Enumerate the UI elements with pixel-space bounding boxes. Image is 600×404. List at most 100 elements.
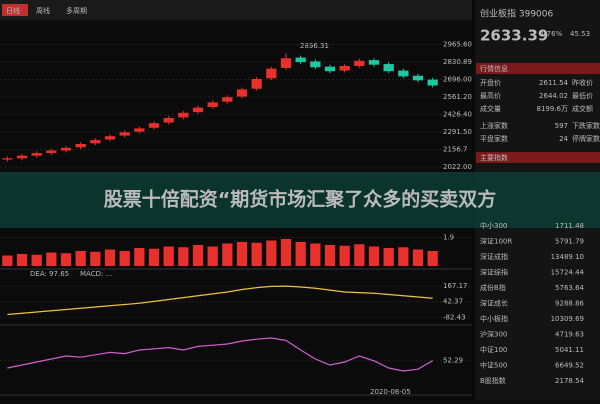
volume-bar: [119, 251, 130, 266]
candle-body: [339, 66, 350, 71]
row-label: 下跌家数: [572, 121, 600, 130]
candle-body: [46, 150, 57, 154]
volume-bar: [266, 240, 277, 266]
candle-body: [134, 128, 145, 132]
volume-bar: [31, 254, 42, 266]
candle-body: [104, 136, 116, 140]
volume-bar: [148, 248, 160, 266]
candle-body: [207, 102, 218, 107]
index-change-pct: 1.76%: [540, 30, 563, 38]
tab[interactable]: 多周期: [66, 6, 87, 15]
index-row-value: 2178.54: [555, 377, 584, 385]
index-name: 创业板指 399006: [480, 8, 553, 20]
candle-body: [31, 153, 42, 156]
y-tick-label: 2291.50: [443, 128, 472, 136]
volume-bar: [192, 245, 204, 266]
macd-legend: MACD: ...: [80, 270, 112, 278]
y-tick-label: 2022.00: [443, 163, 472, 171]
volume-bar: [207, 246, 218, 266]
candle-body: [236, 89, 248, 97]
index-row-name[interactable]: 中小板指: [480, 314, 508, 323]
candle-body: [398, 70, 409, 77]
index-row-value: 4719.63: [555, 331, 584, 339]
index-row-name[interactable]: 深证综指: [480, 268, 508, 277]
y-tick-label: 2561.20: [443, 93, 472, 101]
volume-bar: [236, 242, 248, 266]
volume-bar: [280, 239, 292, 266]
row-value: 24: [559, 135, 568, 143]
volume-bar: [383, 248, 394, 266]
index-row-name[interactable]: B股指数: [480, 376, 506, 385]
candle-body: [280, 58, 292, 68]
y-tick-label: 2965.60: [443, 40, 472, 48]
candle-body: [2, 158, 13, 160]
volume-bar: [324, 245, 336, 266]
volume-bar: [310, 243, 321, 266]
macd-legend: DEA: 97.65: [30, 270, 69, 278]
date-label: 2020-08-05: [370, 388, 411, 396]
candle-body: [251, 79, 262, 89]
index-row-name[interactable]: 深证成指: [480, 252, 508, 261]
section-bar: [476, 152, 600, 163]
volume-bar: [16, 254, 28, 266]
volume-bar: [398, 247, 409, 266]
index-row-value: 15724.44: [551, 269, 585, 277]
toolbar: [0, 0, 472, 20]
candle-body: [60, 147, 72, 151]
y-tick-label: 42.37: [443, 298, 463, 306]
index-row-value: 9288.86: [555, 300, 584, 308]
candle-body: [266, 68, 277, 79]
volume-bar: [60, 253, 72, 266]
overlay-band: [0, 172, 600, 228]
index-row-name[interactable]: 成份B指: [480, 283, 506, 292]
candle-body: [368, 60, 380, 65]
overlay-title: 股票十倍配资“期货市场汇聚了众多的买卖双方: [104, 188, 497, 211]
row-label: 平盘家数: [480, 134, 508, 143]
tab-active: [2, 4, 28, 16]
index-row-name[interactable]: 深证100R: [480, 237, 512, 246]
volume-bar: [104, 249, 116, 266]
volume-bar: [222, 243, 233, 266]
candle-body: [148, 123, 160, 128]
index-row-name[interactable]: 沪深300: [480, 330, 507, 339]
y-tick-label: 167.17: [443, 282, 468, 290]
row-label: 最高价: [480, 91, 501, 100]
row-label: 开盘价: [480, 78, 501, 87]
row-value: 2611.54: [539, 79, 568, 87]
volume-bar: [75, 251, 86, 266]
row-label: 最低价: [572, 91, 593, 100]
index-row-value: 5791.79: [555, 238, 584, 246]
candle-body: [163, 118, 174, 123]
row-label: 昨收价: [572, 78, 593, 87]
volume-bar: [46, 252, 57, 266]
y-tick-label: 2156.7: [443, 146, 468, 154]
indicator-line: [7, 285, 433, 316]
section-bar: [476, 63, 600, 74]
index-price: 2633.39: [480, 27, 548, 45]
volume-bar: [339, 245, 350, 266]
volume-bar: [412, 249, 424, 266]
index-row-name[interactable]: 中证500: [480, 361, 507, 370]
tab[interactable]: 日线: [6, 6, 20, 15]
row-value: 597: [555, 122, 568, 130]
tab[interactable]: 周线: [36, 6, 50, 15]
volume-bar: [90, 251, 101, 266]
index-row-name[interactable]: 深证成长: [480, 299, 508, 308]
candle-body: [75, 144, 86, 148]
index-row-name[interactable]: 中证100: [480, 345, 507, 354]
volume-bar: [295, 242, 306, 266]
volume-bar: [251, 242, 262, 266]
index-row-name[interactable]: 中小300: [480, 221, 507, 230]
candle-body: [354, 60, 365, 66]
y-tick-label: 2696.00: [443, 76, 472, 84]
section-title: 主要指数: [480, 153, 508, 162]
volume-bar: [2, 255, 13, 266]
index-row-value: 5041.11: [555, 346, 584, 354]
row-value: 8199.6万: [537, 105, 569, 113]
index-row-value: 5763.64: [555, 284, 584, 292]
y-tick-label: 2426.40: [443, 111, 472, 119]
candle-body: [192, 107, 204, 113]
index-row-value: 10309.69: [551, 315, 584, 323]
index-row-value: 13489.10: [551, 253, 584, 261]
